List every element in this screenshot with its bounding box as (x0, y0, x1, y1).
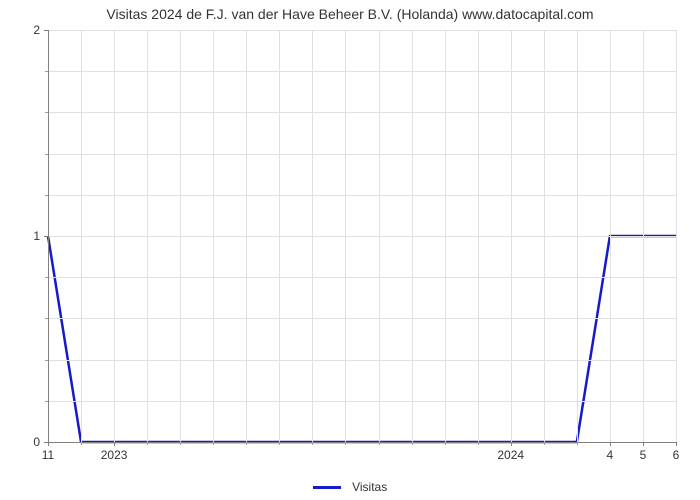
y-axis-line (48, 30, 49, 442)
x-minor-tick (345, 442, 346, 445)
x-tick-mark (643, 442, 644, 446)
x-minor-tick (147, 442, 148, 445)
x-tick-label: 11 (42, 448, 54, 462)
y-minor-tick (45, 112, 48, 113)
plot-area: 0121120232024456 (48, 30, 676, 442)
x-minor-tick (213, 442, 214, 445)
x-minor-tick (544, 442, 545, 445)
x-minor-tick (246, 442, 247, 445)
grid-line-horizontal (48, 112, 676, 113)
y-tick-mark (44, 30, 48, 31)
legend: Visitas (0, 479, 700, 494)
grid-line-horizontal (48, 71, 676, 72)
y-tick-label: 2 (33, 23, 40, 37)
grid-line-horizontal (48, 401, 676, 402)
grid-line-horizontal (48, 236, 676, 237)
x-minor-tick (312, 442, 313, 445)
legend-swatch (313, 486, 341, 489)
x-minor-tick (478, 442, 479, 445)
y-minor-tick (45, 154, 48, 155)
x-minor-tick (445, 442, 446, 445)
x-axis-line (48, 442, 676, 443)
x-tick-label: 4 (607, 448, 614, 462)
y-minor-tick (45, 277, 48, 278)
y-minor-tick (45, 71, 48, 72)
x-minor-tick (577, 442, 578, 445)
y-tick-label: 0 (33, 435, 40, 449)
y-tick-label: 1 (33, 229, 40, 243)
y-minor-tick (45, 195, 48, 196)
grid-line-horizontal (48, 30, 676, 31)
x-tick-mark (511, 442, 512, 446)
x-tick-mark (114, 442, 115, 446)
x-tick-label: 2024 (497, 448, 524, 462)
grid-line-horizontal (48, 277, 676, 278)
grid-line-horizontal (48, 360, 676, 361)
x-minor-tick (412, 442, 413, 445)
legend-label: Visitas (352, 480, 387, 494)
x-tick-mark (48, 442, 49, 446)
x-tick-label: 6 (673, 448, 680, 462)
grid-line-horizontal (48, 154, 676, 155)
x-tick-mark (610, 442, 611, 446)
y-tick-mark (44, 236, 48, 237)
chart-title: Visitas 2024 de F.J. van der Have Beheer… (0, 6, 700, 22)
x-minor-tick (81, 442, 82, 445)
y-minor-tick (45, 401, 48, 402)
series-line (48, 236, 676, 442)
grid-line-horizontal (48, 195, 676, 196)
x-minor-tick (379, 442, 380, 445)
grid-line-horizontal (48, 318, 676, 319)
x-tick-label: 5 (640, 448, 647, 462)
x-minor-tick (180, 442, 181, 445)
x-tick-mark (676, 442, 677, 446)
x-minor-tick (279, 442, 280, 445)
y-minor-tick (45, 318, 48, 319)
y-minor-tick (45, 360, 48, 361)
grid-line-vertical (676, 30, 677, 442)
chart-container: Visitas 2024 de F.J. van der Have Beheer… (0, 0, 700, 500)
x-tick-label: 2023 (101, 448, 128, 462)
